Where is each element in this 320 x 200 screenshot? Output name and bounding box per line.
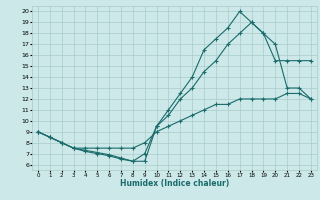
X-axis label: Humidex (Indice chaleur): Humidex (Indice chaleur) xyxy=(120,179,229,188)
